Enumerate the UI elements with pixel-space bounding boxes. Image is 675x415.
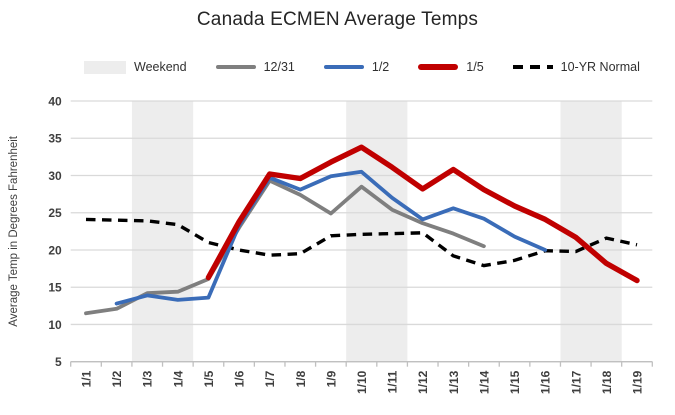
- x-tick-label: 1/18: [600, 370, 614, 394]
- x-tick-label: 1/19: [630, 370, 644, 394]
- x-tick-label: 1/15: [508, 370, 522, 394]
- x-tick-label: 1/3: [141, 370, 155, 387]
- legend-label: 10-YR Normal: [560, 60, 640, 74]
- chart-title: Canada ECMEN Average Temps: [196, 9, 479, 30]
- legend-swatch-12-31: [215, 65, 256, 69]
- y-tick-label: 30: [48, 169, 62, 183]
- legend-item-1-5: 1/5: [418, 60, 484, 74]
- x-tick-label: 1/11: [386, 370, 400, 393]
- y-tick-label: 40: [48, 95, 62, 109]
- y-tick-label: 35: [48, 132, 62, 146]
- x-tick-label: 1/9: [324, 370, 338, 387]
- series-line-1-5: [205, 144, 640, 284]
- y-tick-label: 10: [48, 318, 62, 332]
- x-tick-label: 1/2: [110, 370, 124, 387]
- x-tick-label: 1/7: [263, 370, 277, 387]
- weekend-band: [346, 101, 408, 362]
- y-tick-label: 5: [55, 355, 62, 369]
- legend-item-12-31: 12/31: [215, 60, 295, 74]
- x-tick-label: 1/4: [171, 370, 185, 387]
- legend-swatch-1-2: [323, 65, 364, 69]
- legend-item-1-2: 1/2: [323, 60, 390, 74]
- x-tick-label: 1/8: [294, 370, 308, 387]
- x-tick-label: 1/5: [202, 370, 216, 387]
- series-line-12-31: [84, 178, 486, 316]
- x-tick-label: 1/10: [355, 370, 369, 394]
- legend-item-10-yr-normal: 10-YR Normal: [512, 60, 640, 74]
- legend-label: 12/31: [263, 60, 295, 74]
- x-tick-label: 1/12: [416, 370, 430, 394]
- x-tick-label: 1/17: [569, 370, 583, 394]
- weekend-band: [131, 101, 194, 362]
- x-tick-label: 1/6: [233, 370, 247, 387]
- y-tick-label: 15: [48, 281, 62, 295]
- series-line-1-2: [114, 169, 548, 306]
- x-tick-label: 1/1: [80, 370, 94, 387]
- legend-label: Weekend: [134, 60, 187, 74]
- legend-label: 1/5: [466, 60, 484, 74]
- y-tick-label: 20: [48, 243, 62, 257]
- legend-swatch-10-yr-normal: [512, 65, 553, 69]
- legend-item-weekend: Weekend: [84, 60, 187, 74]
- legend-swatch-1-5: [418, 64, 459, 70]
- legend-label: 1/2: [371, 60, 390, 74]
- y-tick-label: 25: [48, 206, 62, 220]
- x-tick-label: 1/16: [539, 370, 553, 394]
- legend-swatch-weekend: [84, 60, 126, 74]
- x-tick-label: 1/14: [477, 370, 491, 394]
- y-axis-title: Average Temp in Degrees Fahrenheit: [8, 135, 20, 327]
- x-tick-label: 1/13: [447, 370, 461, 394]
- chart-legend: Weekend 12/31 1/2 1/5 10-YR Normal: [84, 58, 675, 76]
